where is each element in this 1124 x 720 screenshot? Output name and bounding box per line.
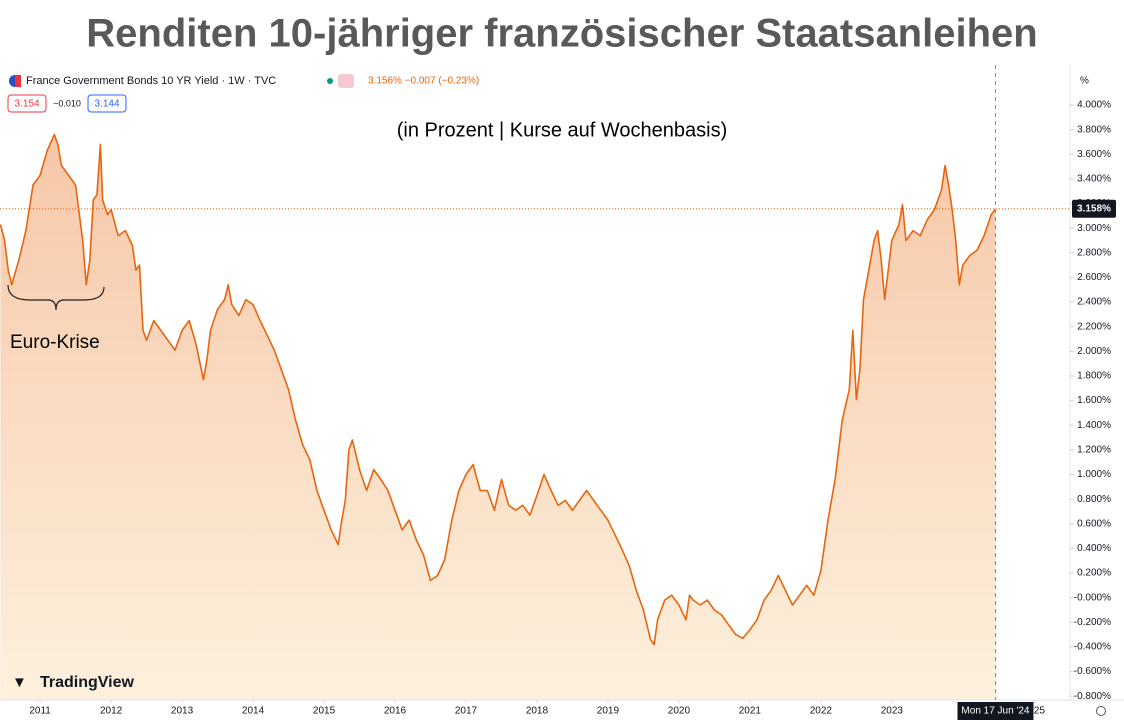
x-tick-label: 2022 <box>810 706 833 717</box>
x-tick-label: 2017 <box>455 706 478 717</box>
spread: −0.010 <box>53 98 81 108</box>
y-tick-label: 2.800% <box>1077 247 1111 258</box>
y-tick-label: -0.200% <box>1074 617 1111 628</box>
x-tick-label: 2020 <box>668 706 691 717</box>
y-tick-label: -0.800% <box>1074 691 1111 702</box>
chart-title: Renditen 10-jähriger französischer Staat… <box>86 12 1037 56</box>
symbol: France Government Bonds 10 YR Yield · 1W… <box>26 75 276 87</box>
y-tick-label: 2.600% <box>1077 272 1111 283</box>
line <box>0 133 997 646</box>
unit-label: % <box>1080 76 1089 87</box>
subtitle: (in Prozent | Kurse auf Wochenbasis) <box>397 119 728 141</box>
annotation: Euro-Krise <box>10 332 100 353</box>
brand-logo: ▼ <box>12 674 27 691</box>
price-label: 3.158% <box>1077 203 1111 214</box>
crosshair-label: Mon 17 Jun '24 <box>961 706 1030 717</box>
x-tick-label: 2019 <box>597 706 620 717</box>
x-tick-label: 2025 <box>1023 706 1046 717</box>
y-tick-label: 4.000% <box>1077 100 1111 111</box>
bid: 3.154 <box>14 99 39 110</box>
x-tick-label: 2015 <box>313 706 336 717</box>
y-tick-label: 1.200% <box>1077 445 1111 456</box>
y-tick-label: 2.000% <box>1077 346 1111 357</box>
x-tick-label: 2013 <box>171 706 194 717</box>
y-tick-label: 2.200% <box>1077 321 1111 332</box>
y-tick-label: 0.200% <box>1077 568 1111 579</box>
y-tick-label: 0.800% <box>1077 494 1111 505</box>
area-fill <box>0 134 996 701</box>
flag-icon <box>15 75 21 87</box>
status-dot <box>327 78 333 84</box>
crosshair-label-box <box>957 702 1034 720</box>
y-tick-label: -0.000% <box>1074 592 1111 603</box>
ask: 3.144 <box>94 99 119 110</box>
quote: 3.156% −0.007 (−0.23%) <box>368 76 479 87</box>
status-badge <box>338 74 354 88</box>
y-tick-label: 3.800% <box>1077 124 1111 135</box>
y-tick-label: -0.400% <box>1074 642 1111 653</box>
x-tick-label: 2018 <box>526 706 549 717</box>
y-tick-label: 3.000% <box>1077 223 1111 234</box>
annotation-brace <box>7 284 105 311</box>
x-tick-label: 2021 <box>739 706 762 717</box>
y-tick-label: 1.600% <box>1077 395 1111 406</box>
y-tick-label: -0.600% <box>1074 666 1111 677</box>
x-tick-label: 2012 <box>100 706 123 717</box>
ask-box <box>87 94 127 113</box>
y-tick-label: 3.400% <box>1077 174 1111 185</box>
y-tick-label: 3.600% <box>1077 149 1111 160</box>
y-tick-label: 1.800% <box>1077 371 1111 382</box>
y-tick-label: 0.600% <box>1077 518 1111 529</box>
x-tick-label: 2023 <box>881 706 904 717</box>
x-tick-label: 2016 <box>384 706 407 717</box>
x-tick-label: 2014 <box>242 706 265 717</box>
plot-area <box>0 133 997 701</box>
settings-icon[interactable] <box>1096 706 1106 716</box>
x-tick-label: 2011 <box>29 706 51 717</box>
brand: TradingView <box>40 674 135 691</box>
price-label-box <box>1072 199 1116 218</box>
y-tick-label: 1.400% <box>1077 420 1111 431</box>
bid-box <box>7 94 47 113</box>
y-tick-label: 0.400% <box>1077 543 1111 554</box>
y-tick-label: 1.000% <box>1077 469 1111 480</box>
y-tick-label: 2.400% <box>1077 297 1111 308</box>
